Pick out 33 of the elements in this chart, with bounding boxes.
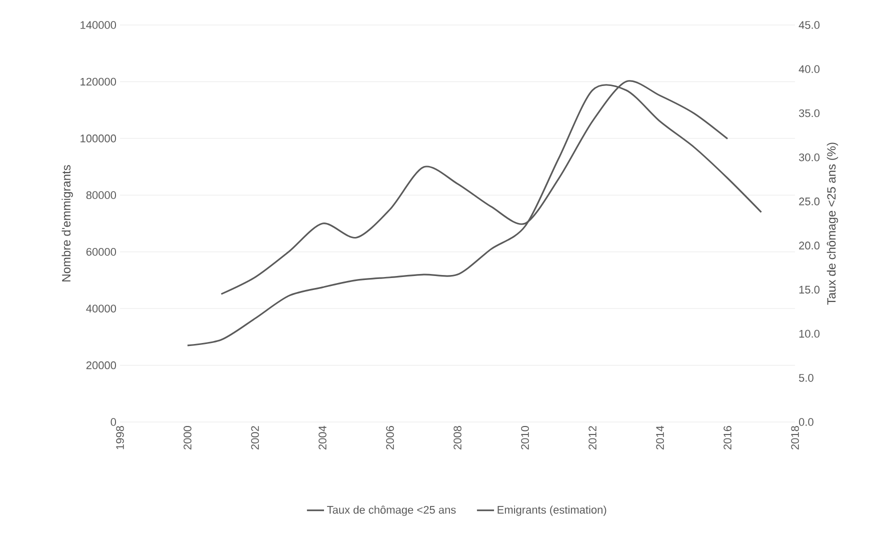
x-tick-label: 2002 [251,426,259,450]
y-axis-title: Nombre d'emmigrants [62,165,73,282]
y-tick-label: 0 [110,418,116,426]
y-tick-label: 80000 [86,191,116,200]
x-tick-label: 2006 [386,426,394,450]
y2-tick-label: 45.0 [798,21,820,29]
y2-tick-label: 5.0 [798,374,814,382]
x-tick-label: 2000 [184,426,192,450]
y2-tick-label: 30.0 [798,153,820,162]
y-tick-label: 20000 [86,361,116,370]
y2-tick-label: 10.0 [799,330,820,338]
x-tick-label: 1998 [116,426,124,450]
y2-tick-label: 25.0 [799,198,820,206]
x-tick-label: 2012 [588,426,596,450]
x-tick-label: 2014 [656,426,664,450]
y-tick-label: 100000 [80,134,116,142]
x-tick-label: 2018 [791,426,799,450]
x-tick-label: 2010 [521,426,529,450]
y-tick-label: 40000 [86,304,116,312]
y-tick-label: 60000 [86,248,116,256]
y-tick-label: 120000 [80,78,116,86]
x-tick-label: 2016 [724,426,732,450]
y2-tick-label: 15.0 [799,286,820,294]
y2-axis-title: Taux de chômage <25 ans (%) [826,142,838,305]
y-tick-label: 140000 [80,21,116,29]
y2-tick-label: 40.0 [798,65,820,74]
legend-label: Taux de chômage <25 ans [327,506,456,516]
y2-tick-label: 0.0 [798,418,814,426]
y2-tick-label: 35.0 [798,109,820,118]
y2-tick-label: 20.0 [799,242,820,250]
x-tick-label: 2004 [318,426,326,450]
x-tick-label: 2008 [454,426,462,450]
legend-label: Emigrants (estimation) [498,506,606,516]
